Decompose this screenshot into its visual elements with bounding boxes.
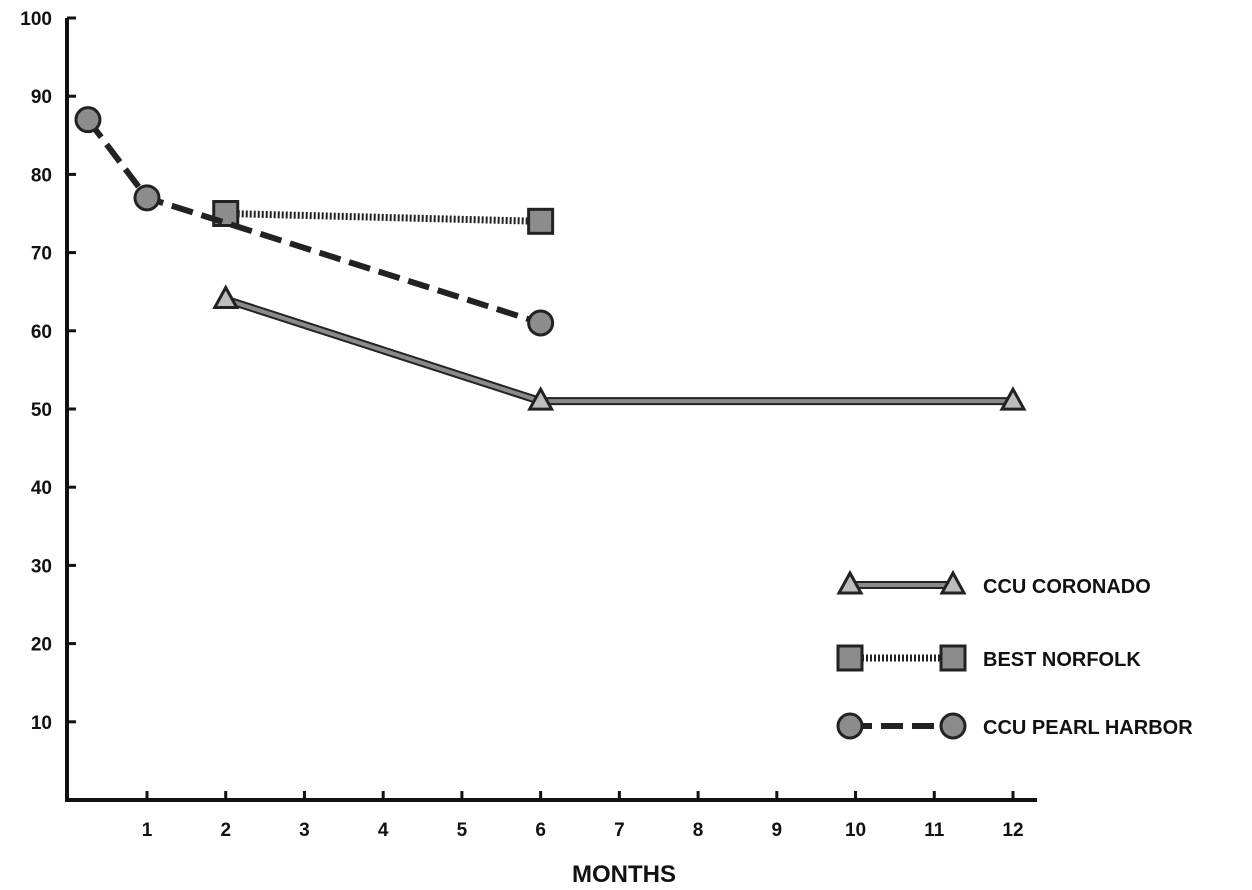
x-axis-title: MONTHS [572,861,676,885]
x-tick-label: 4 [378,820,389,841]
y-tick-label: 70 [31,244,52,265]
data-point-triangle [527,386,555,411]
x-tick-label: 7 [614,820,625,841]
y-tick-label: 90 [31,87,52,108]
data-point-circle [527,309,555,337]
legend-marker [836,644,864,672]
legend-item: CCU PEARL HARBOR [836,712,1193,740]
y-tick-label: 80 [31,165,52,186]
legend-marker [939,569,967,595]
legend-marker [939,644,967,672]
y-tick-label: 60 [31,322,52,343]
series-line [85,117,542,326]
data-point-triangle [999,386,1027,411]
x-tick-label: 12 [1002,820,1023,841]
series-line [225,297,1013,404]
legend-item: BEST NORFOLK [836,644,1141,672]
x-tick-label: 11 [924,820,945,841]
y-tick-label: 40 [31,478,52,499]
x-tick-label: 10 [845,820,866,841]
x-tick-label: 9 [772,820,783,841]
legend-label: CCU PEARL HARBOR [983,717,1193,739]
y-tick-label: 10 [31,713,52,734]
axes [65,16,1037,802]
series-line [225,210,541,225]
x-tick-label: 2 [220,820,231,841]
x-tick-label: 1 [142,820,153,841]
y-tick-label: 20 [31,635,52,656]
x-tick-label: 8 [693,820,704,841]
series-triangle [212,284,1027,411]
x-tick-label: 6 [535,820,546,841]
series-line-outline [224,295,1013,406]
data-point-triangle [212,284,240,310]
series-square [212,200,555,235]
x-tick-label: 5 [457,820,468,841]
legend-label: BEST NORFOLK [983,649,1141,671]
x-tick-label: 3 [299,820,310,841]
y-tick-label: 30 [31,556,52,577]
series-circle [74,106,555,337]
legend-item: CCU CORONADO [836,569,1151,598]
legend-label: CCU CORONADO [983,576,1151,598]
data-point-circle [74,106,102,134]
legend-marker [836,569,864,595]
legend: CCU CORONADO BEST NORFOLK CCU PEARL HARBOR [836,569,1193,740]
y-tick-label: 100 [20,9,52,30]
y-tick-label: 50 [31,400,52,421]
legend-marker [939,712,967,740]
data-point-circle [133,184,161,212]
series-lines [74,106,1027,411]
legend-marker [836,712,864,740]
data-point-square [527,207,555,235]
